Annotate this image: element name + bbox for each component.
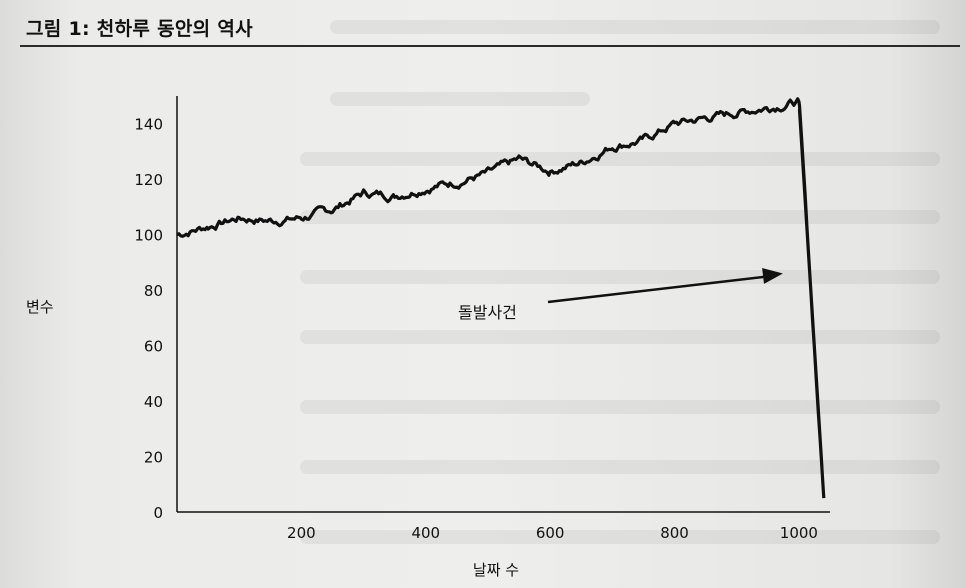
annotation: 돌발사건 xyxy=(458,267,783,322)
x-tick-label: 200 xyxy=(287,524,316,542)
y-tick-label: 0 xyxy=(153,504,163,522)
x-tick-label: 600 xyxy=(536,524,565,542)
annotation-arrow-shaft xyxy=(547,275,768,304)
annotation-label: 돌발사건 xyxy=(458,303,517,322)
y-tick-label: 100 xyxy=(134,227,163,245)
y-tick-label: 140 xyxy=(134,116,163,134)
x-tick-label: 400 xyxy=(411,524,440,542)
y-tick-label: 20 xyxy=(144,449,163,467)
annotation-arrow-head xyxy=(762,267,783,284)
x-tick-label: 1000 xyxy=(780,524,818,542)
y-tick-label: 60 xyxy=(144,338,163,356)
y-tick-label: 120 xyxy=(134,171,163,189)
x-axis-label: 날짜 수 xyxy=(473,561,519,579)
title-divider xyxy=(20,45,960,47)
x-tick-label: 800 xyxy=(660,524,689,542)
plot-area xyxy=(176,97,826,499)
y-tick-label: 80 xyxy=(144,282,163,300)
y-tick-label: 40 xyxy=(144,393,163,411)
series-line xyxy=(176,97,826,499)
tick-labels: 0 20 40 60 80 100 120 140 200 400 600 800 1000 xyxy=(134,116,818,542)
y-axis-label: 변수 xyxy=(26,298,54,316)
figure-title: 그림 1: 천하루 동안의 역사 xyxy=(26,18,253,40)
chart-axes xyxy=(176,96,830,513)
